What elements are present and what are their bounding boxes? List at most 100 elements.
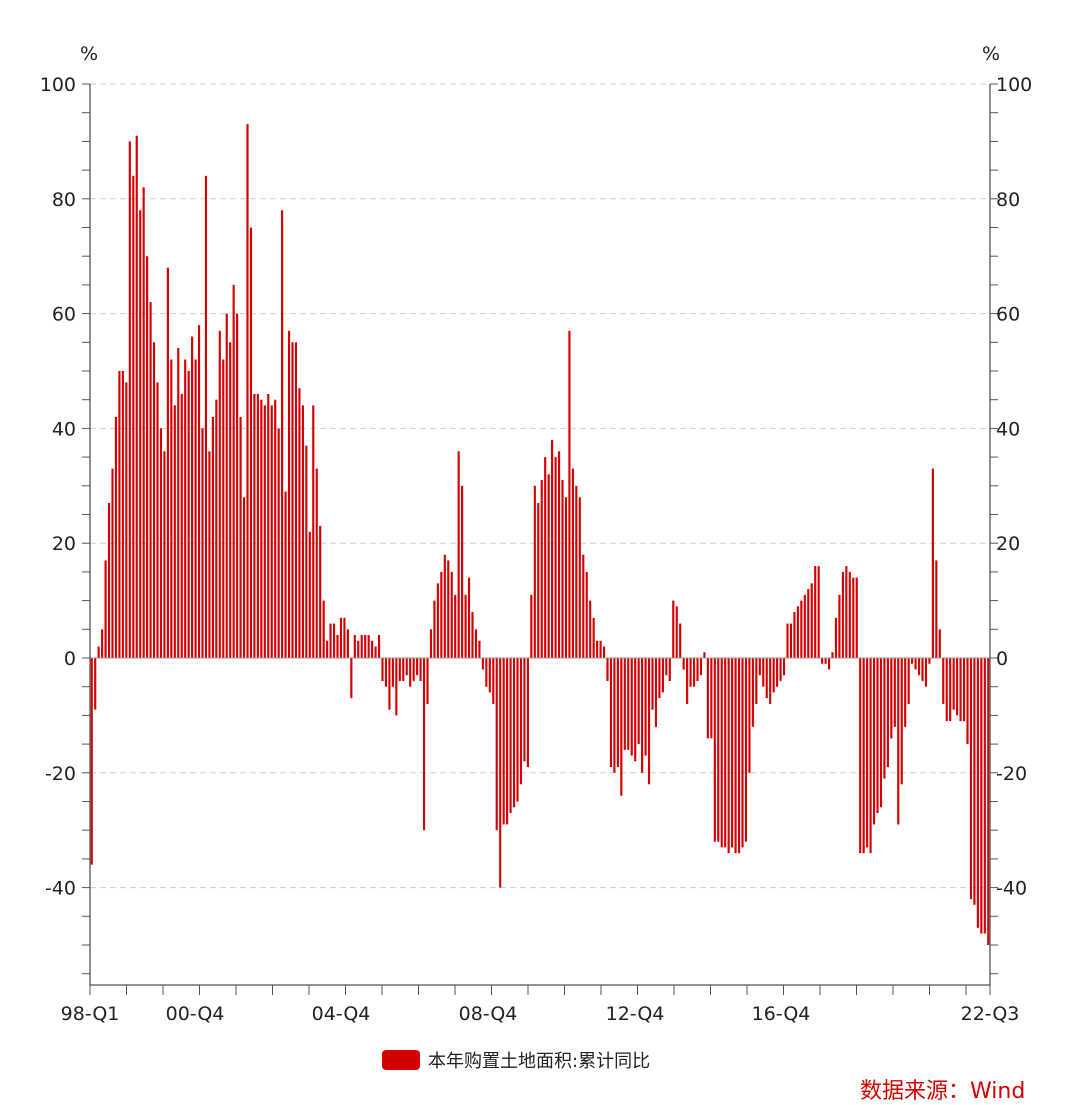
bar	[146, 256, 149, 658]
bar	[374, 646, 377, 658]
bar	[980, 658, 983, 934]
bar	[544, 457, 547, 658]
bar	[796, 606, 799, 658]
bar	[104, 560, 107, 658]
bar	[326, 640, 329, 658]
bar	[879, 658, 883, 808]
bar	[751, 658, 754, 727]
bar	[966, 658, 969, 745]
bar	[592, 617, 595, 658]
legend: 本年购置土地面积:累计同比	[382, 1047, 650, 1073]
bar	[239, 416, 242, 658]
bar	[613, 658, 616, 773]
bar	[661, 658, 664, 693]
x-tick-label: 22-Q3	[961, 1003, 1020, 1025]
bar	[94, 658, 97, 710]
bar	[253, 393, 256, 658]
bar	[419, 658, 422, 681]
bar	[305, 445, 308, 658]
bar	[911, 658, 914, 664]
bar	[623, 658, 626, 750]
bar	[506, 658, 509, 825]
bar	[367, 635, 370, 658]
bar	[931, 468, 934, 658]
bar	[554, 457, 557, 658]
bar	[246, 124, 249, 659]
bar	[793, 612, 796, 658]
bar	[101, 629, 104, 658]
bar	[107, 503, 111, 658]
bar	[547, 474, 550, 658]
bar	[609, 658, 613, 768]
bar	[824, 658, 827, 664]
x-tick-label: 04-Q4	[312, 1003, 371, 1025]
bar	[121, 371, 124, 658]
bar	[118, 371, 121, 658]
bar	[530, 594, 533, 658]
bar	[831, 652, 834, 658]
y-tick-label-right: 20	[996, 533, 1020, 555]
bar	[596, 640, 599, 658]
bar	[862, 658, 865, 854]
x-tick-label: 00-Q4	[166, 1003, 225, 1025]
bar	[945, 658, 948, 722]
bar	[357, 640, 360, 658]
y-tick-label-left: 60	[52, 304, 76, 326]
y-tick-label-right: 40	[996, 418, 1020, 440]
bar	[852, 577, 855, 658]
bar	[395, 658, 398, 716]
bar	[814, 566, 817, 658]
bar	[848, 571, 851, 658]
bar	[298, 388, 301, 658]
y-tick-label-right: -40	[996, 878, 1027, 900]
bar	[928, 658, 931, 664]
bar	[845, 566, 848, 658]
bar	[737, 658, 741, 854]
bar	[391, 658, 394, 687]
bar	[720, 658, 723, 848]
bar	[429, 629, 433, 658]
bar	[706, 658, 709, 739]
bar	[142, 187, 145, 658]
bar	[277, 428, 280, 658]
bar	[201, 428, 204, 658]
bar	[942, 658, 945, 704]
bar	[962, 658, 966, 722]
bar	[897, 658, 900, 825]
bar	[675, 606, 678, 658]
bar	[97, 646, 100, 658]
bar	[647, 658, 651, 785]
bar	[686, 658, 689, 704]
bars	[90, 124, 990, 945]
bar	[827, 658, 831, 670]
bar	[876, 658, 879, 813]
y-tick-label-left: -20	[45, 763, 76, 785]
bar	[644, 658, 647, 756]
bar	[350, 658, 353, 699]
bar	[132, 175, 135, 658]
y-tick-label-left: 0	[64, 648, 76, 670]
bar	[564, 497, 568, 658]
bar	[336, 635, 339, 658]
bar	[398, 658, 401, 681]
bar	[416, 658, 419, 676]
bar	[149, 302, 152, 658]
bar	[789, 623, 793, 658]
bar	[139, 210, 142, 658]
bar	[616, 658, 619, 768]
bar	[128, 141, 131, 658]
bar	[855, 577, 858, 658]
bar	[381, 658, 384, 681]
chart: -40 -40 -20 -20 0 0 20 20 40 40 60 60 80 80 100 100 98-Q…	[40, 43, 1033, 1025]
bar	[907, 658, 910, 704]
bar	[488, 658, 491, 693]
bar	[443, 554, 446, 658]
bar	[284, 491, 287, 658]
bar	[384, 658, 388, 687]
bar	[184, 359, 187, 658]
bar	[447, 560, 450, 658]
bar	[672, 600, 675, 658]
bar	[377, 635, 381, 658]
y-tick-label-left: 20	[52, 533, 76, 555]
bar	[779, 658, 782, 681]
